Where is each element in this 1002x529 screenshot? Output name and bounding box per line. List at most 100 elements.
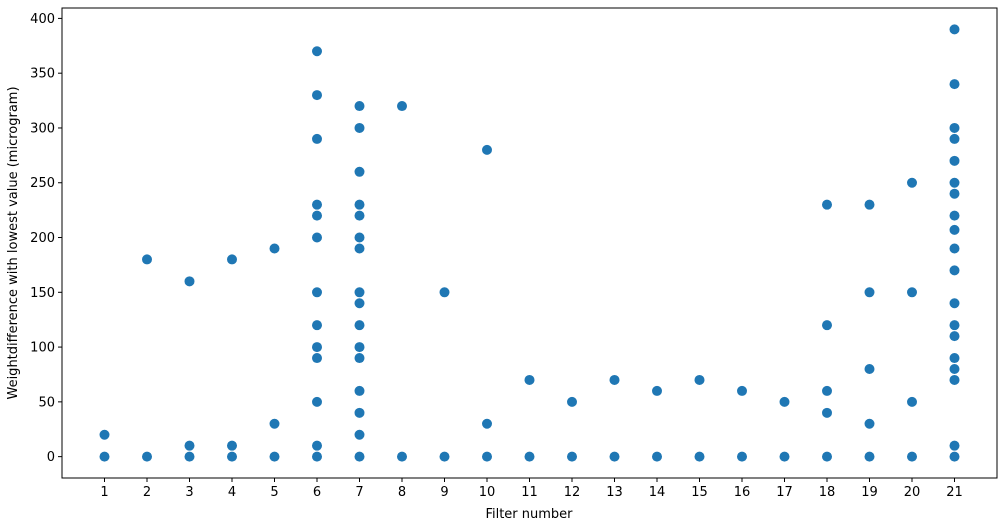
point bbox=[949, 451, 960, 462]
point bbox=[949, 224, 960, 235]
point bbox=[779, 396, 790, 407]
point bbox=[354, 385, 365, 396]
point bbox=[269, 418, 280, 429]
x-tick-label: 9 bbox=[440, 485, 448, 500]
x-tick-label: 20 bbox=[904, 485, 921, 500]
point bbox=[227, 254, 237, 265]
point bbox=[822, 407, 832, 418]
y-tick-label: 400 bbox=[30, 12, 55, 27]
point bbox=[142, 451, 152, 462]
point bbox=[312, 451, 322, 462]
x-tick-label: 17 bbox=[776, 485, 793, 500]
x-tick-label: 8 bbox=[398, 485, 406, 500]
x-tick-label: 3 bbox=[185, 485, 193, 500]
point bbox=[312, 46, 322, 57]
point bbox=[354, 429, 365, 440]
point bbox=[737, 451, 747, 462]
point bbox=[354, 451, 365, 462]
point bbox=[949, 177, 960, 188]
x-tick-label: 14 bbox=[649, 485, 666, 500]
point bbox=[184, 451, 195, 462]
point bbox=[354, 298, 365, 309]
y-tick-label: 250 bbox=[30, 176, 55, 191]
point bbox=[354, 353, 365, 364]
point bbox=[184, 440, 195, 451]
point bbox=[609, 451, 620, 462]
y-tick-label: 0 bbox=[47, 450, 55, 465]
point bbox=[949, 155, 960, 166]
x-tick-label: 13 bbox=[606, 485, 623, 500]
point bbox=[354, 407, 365, 418]
x-tick-label: 4 bbox=[228, 485, 236, 500]
x-tick-label: 18 bbox=[819, 485, 836, 500]
point bbox=[907, 287, 917, 298]
point bbox=[269, 451, 280, 462]
point bbox=[312, 396, 322, 407]
point bbox=[312, 287, 322, 298]
point bbox=[949, 79, 960, 90]
point bbox=[822, 199, 832, 210]
point bbox=[949, 298, 960, 309]
point bbox=[227, 451, 237, 462]
point bbox=[312, 210, 322, 221]
point bbox=[99, 429, 110, 440]
point bbox=[949, 24, 960, 35]
point bbox=[652, 451, 662, 462]
point bbox=[354, 122, 365, 133]
point bbox=[822, 320, 832, 331]
x-tick-label: 19 bbox=[861, 485, 878, 500]
point bbox=[312, 342, 322, 353]
point bbox=[312, 353, 322, 364]
point bbox=[312, 440, 322, 451]
point bbox=[609, 374, 620, 385]
point bbox=[397, 101, 407, 112]
point bbox=[227, 440, 237, 451]
x-tick-label: 21 bbox=[946, 485, 963, 500]
point bbox=[907, 396, 917, 407]
point bbox=[312, 133, 322, 144]
point bbox=[567, 396, 577, 407]
x-tick-label: 10 bbox=[479, 485, 496, 500]
point bbox=[354, 232, 365, 243]
point bbox=[652, 385, 662, 396]
point bbox=[524, 374, 535, 385]
point bbox=[822, 385, 832, 396]
x-tick-label: 6 bbox=[313, 485, 321, 500]
point bbox=[439, 287, 450, 298]
y-tick-label: 150 bbox=[30, 286, 55, 301]
y-tick-label: 350 bbox=[30, 67, 55, 82]
point bbox=[142, 254, 152, 265]
point bbox=[439, 451, 450, 462]
point bbox=[949, 353, 960, 364]
point bbox=[949, 440, 960, 451]
x-tick-label: 11 bbox=[521, 485, 538, 500]
point bbox=[907, 451, 917, 462]
point bbox=[354, 342, 365, 353]
point bbox=[482, 144, 492, 155]
y-tick-label: 200 bbox=[30, 231, 55, 246]
point bbox=[864, 363, 875, 374]
point bbox=[949, 320, 960, 331]
point bbox=[779, 451, 790, 462]
point bbox=[354, 101, 365, 112]
point bbox=[354, 166, 365, 177]
x-tick-label: 12 bbox=[564, 485, 581, 500]
y-tick-label: 100 bbox=[30, 341, 55, 356]
point bbox=[822, 451, 832, 462]
point bbox=[184, 276, 195, 287]
point bbox=[949, 210, 960, 221]
point bbox=[354, 199, 365, 210]
x-tick-label: 16 bbox=[734, 485, 751, 500]
point bbox=[694, 374, 705, 385]
x-tick-label: 5 bbox=[270, 485, 278, 500]
point bbox=[354, 320, 365, 331]
point bbox=[354, 210, 365, 221]
point bbox=[567, 451, 577, 462]
point bbox=[354, 287, 365, 298]
point bbox=[737, 385, 747, 396]
x-tick-label: 1 bbox=[100, 485, 108, 500]
point bbox=[949, 265, 960, 276]
point bbox=[864, 287, 875, 298]
point bbox=[312, 320, 322, 331]
point bbox=[694, 451, 705, 462]
